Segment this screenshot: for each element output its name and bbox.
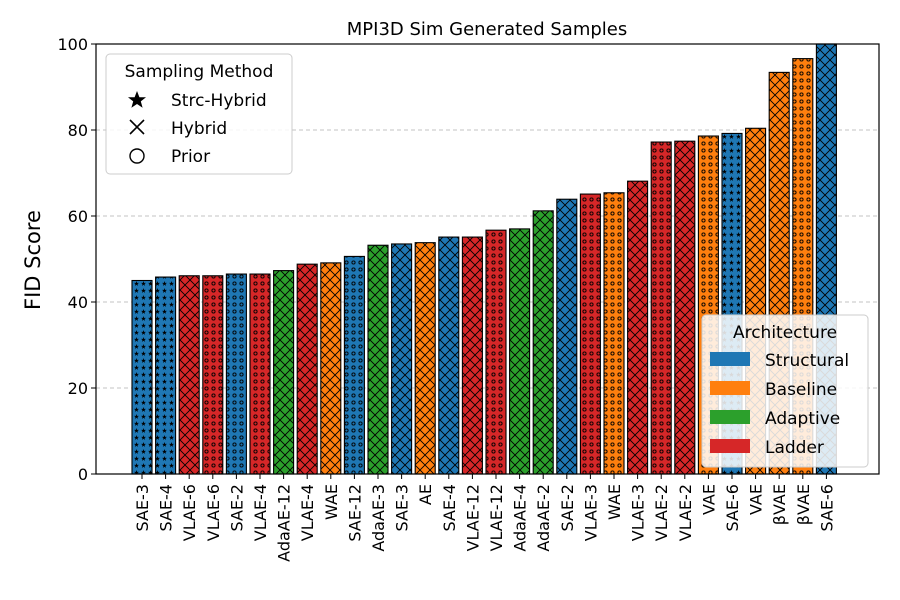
legend-architecture: Architecture Structural Baseline Adaptiv… [701,314,869,468]
x-tick-label: VLAE-6 [180,484,199,541]
bar-hatch [178,275,200,475]
bar-hatch [485,229,507,475]
x-tick-label: VLAE-6 [204,484,223,541]
bar-hatch [509,228,531,475]
x-tick-label: SAE-3 [393,484,412,531]
x-tick-label: SAE-2 [227,484,246,531]
x-tick-label: SAE-3 [133,484,152,531]
x-tick-label: VLAE-2 [652,484,671,541]
legend-entry-hybrid: Hybrid [171,119,227,139]
legend-entry-strc-hybrid: Strc-Hybrid [171,91,267,111]
y-axis-ticks: 0 20 40 60 80 100 [57,35,96,484]
bar-hatch [249,273,271,475]
x-tick-label: VLAE-12 [463,484,482,551]
bar-hatch [461,236,483,475]
x-tick-label: SAE-12 [345,484,364,542]
bar-hatch [603,192,625,475]
x-tick-label: WAE [322,484,341,520]
bar-hatch [131,279,153,475]
bar-hatch [343,255,365,475]
bar-hatch [273,270,295,475]
y-tick-label: 100 [57,35,88,54]
chart-title: MPI3D Sim Generated Samples [347,19,628,40]
legend-entry-ladder: Ladder [765,438,824,458]
x-tick-label: VLAE-2 [676,484,695,541]
x-tick-label: SAE-4 [157,484,176,531]
bar-hatch [414,242,436,475]
x-tick-label: AE [416,484,435,505]
x-tick-label: AdaAE-12 [275,484,294,562]
legend-title: Sampling Method [125,62,274,82]
x-tick-label: AdaAE-4 [511,484,530,552]
x-tick-label: AdaAE-3 [369,484,388,552]
bar-hatch [296,263,318,475]
legend-entry-structural: Structural [765,351,849,371]
x-tick-label: AdaAE-2 [534,484,553,552]
x-tick-label: WAE [605,484,624,520]
x-tick-label: βVAE [794,484,813,525]
x-tick-label: VAE [699,484,718,515]
y-tick-label: 0 [78,465,88,484]
bar-hatch [556,198,578,475]
x-tick-label: SAE-4 [440,484,459,531]
legend-swatch-baseline [710,381,750,395]
star-icon [128,91,146,108]
bar-hatch [579,193,601,475]
legend-entry-prior: Prior [171,147,210,167]
bar-hatch [202,275,224,475]
y-axis-label: FID Score [21,210,45,310]
bar-hatch [438,236,460,475]
x-tick-label: VLAE-3 [581,484,600,541]
y-tick-label: 20 [68,379,88,398]
bar-hatch [225,273,247,475]
circle-icon [129,148,145,164]
plot-frame [95,43,880,475]
x-tick-label: VLAE-4 [251,484,270,541]
legend-swatch-ladder [710,439,750,453]
legend-entry-baseline: Baseline [765,380,837,400]
y-tick-label: 60 [68,207,88,226]
legend-frame [105,53,293,175]
bar-hatch [650,141,672,475]
x-axis-ticks: SAE-3 SAE-4 VLAE-6 VLAE-6 SAE-2 VLAE-4 AdaAE-1… [133,474,836,562]
bar-hatch [155,276,177,475]
bar-hatch [627,180,649,475]
legend-swatch-adaptive [710,410,750,424]
legend-sampling-method: Sampling Method Strc-Hybrid Hybrid Prior [105,53,293,175]
x-tick-label: βVAE [770,484,789,525]
x-tick-label: VLAE-12 [487,484,506,551]
y-tick-label: 40 [68,293,88,312]
x-icon [129,119,145,135]
y-tick-label: 80 [68,121,88,140]
bar-hatch [674,140,696,475]
bar-hatch [391,243,413,475]
bar-hatch [367,244,389,475]
legend-swatch-structural [710,352,750,366]
x-tick-label: VLAE-3 [629,484,648,541]
x-tick-label: VAE [747,484,766,515]
x-tick-label: VLAE-4 [298,484,317,541]
x-tick-label: SAE-6 [817,484,836,531]
legend-entry-adaptive: Adaptive [765,409,840,429]
bar-hatch [532,210,554,475]
x-tick-label: SAE-6 [723,484,742,531]
x-tick-label: SAE-2 [558,484,577,531]
legend-title: Architecture [733,323,837,343]
bar-hatch [320,262,342,475]
